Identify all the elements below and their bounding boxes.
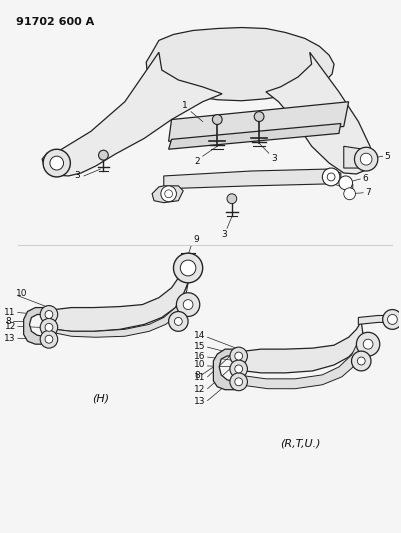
Polygon shape — [238, 336, 363, 389]
Text: 16: 16 — [194, 352, 205, 360]
Polygon shape — [49, 270, 188, 332]
Polygon shape — [168, 124, 340, 149]
Circle shape — [322, 168, 339, 186]
Circle shape — [350, 351, 370, 371]
Circle shape — [98, 150, 108, 160]
Circle shape — [168, 311, 188, 332]
Text: 12: 12 — [4, 322, 16, 331]
Text: 12: 12 — [194, 385, 205, 394]
Text: 13: 13 — [4, 334, 16, 343]
Text: 9: 9 — [192, 235, 198, 244]
Text: 13: 13 — [194, 397, 205, 406]
Circle shape — [382, 310, 401, 329]
Text: 7: 7 — [364, 188, 370, 197]
Text: 8: 8 — [194, 372, 199, 381]
Circle shape — [356, 332, 379, 356]
Polygon shape — [238, 321, 363, 373]
Circle shape — [229, 373, 247, 391]
Circle shape — [229, 360, 247, 378]
Polygon shape — [152, 186, 183, 203]
Polygon shape — [146, 28, 333, 101]
Text: 15: 15 — [194, 342, 205, 351]
Text: 6: 6 — [361, 174, 367, 183]
Text: 5: 5 — [384, 152, 389, 160]
Text: 2: 2 — [194, 157, 199, 166]
Circle shape — [174, 318, 182, 325]
Text: 4: 4 — [348, 184, 353, 193]
Circle shape — [356, 357, 364, 365]
Circle shape — [234, 352, 242, 360]
Circle shape — [164, 190, 172, 198]
Circle shape — [183, 300, 192, 310]
Polygon shape — [24, 308, 49, 344]
Text: 91702 600 A: 91702 600 A — [16, 17, 94, 27]
Circle shape — [176, 293, 199, 317]
Circle shape — [40, 305, 58, 324]
Circle shape — [45, 335, 53, 343]
Circle shape — [43, 149, 70, 177]
Polygon shape — [49, 283, 188, 337]
Polygon shape — [42, 52, 222, 176]
Circle shape — [45, 324, 53, 332]
Text: (R,T,U.): (R,T,U.) — [279, 438, 320, 448]
Text: 1: 1 — [182, 101, 188, 110]
Circle shape — [359, 153, 371, 165]
Circle shape — [229, 347, 247, 365]
Circle shape — [234, 378, 242, 386]
Circle shape — [343, 188, 354, 200]
Polygon shape — [265, 52, 372, 174]
Circle shape — [326, 173, 334, 181]
Circle shape — [227, 194, 236, 204]
Text: 3: 3 — [221, 230, 227, 239]
Text: 10: 10 — [16, 289, 27, 298]
Circle shape — [40, 330, 58, 348]
Circle shape — [173, 253, 202, 283]
Text: 11: 11 — [194, 373, 205, 382]
Text: 3: 3 — [270, 154, 276, 163]
Polygon shape — [163, 169, 340, 189]
Circle shape — [212, 115, 222, 125]
Polygon shape — [168, 102, 348, 141]
Circle shape — [40, 318, 58, 336]
Circle shape — [180, 260, 195, 276]
Circle shape — [354, 147, 377, 171]
Circle shape — [50, 156, 63, 170]
Text: 11: 11 — [4, 308, 16, 317]
Text: 14: 14 — [194, 331, 205, 340]
Text: 10: 10 — [194, 360, 205, 369]
Circle shape — [338, 176, 352, 190]
Polygon shape — [357, 316, 387, 325]
Text: 8: 8 — [5, 317, 11, 326]
Circle shape — [234, 365, 242, 373]
Polygon shape — [213, 349, 238, 390]
Circle shape — [387, 314, 396, 325]
Text: (H): (H) — [92, 393, 109, 403]
Circle shape — [253, 111, 263, 122]
Polygon shape — [343, 146, 367, 168]
Circle shape — [45, 311, 53, 318]
Circle shape — [160, 186, 176, 201]
Text: 3: 3 — [74, 172, 80, 181]
Circle shape — [363, 339, 372, 349]
